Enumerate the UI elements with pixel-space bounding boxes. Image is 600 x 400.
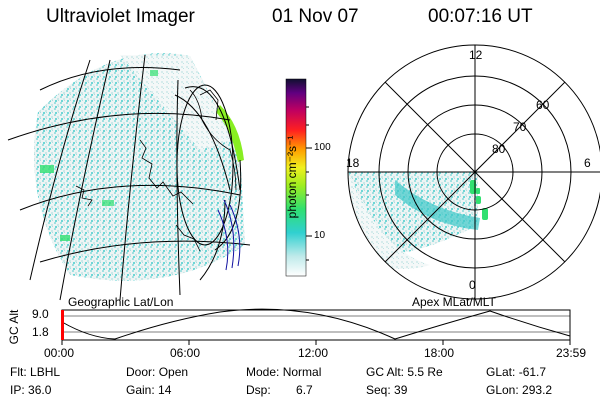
info-filter-value: LBHL bbox=[30, 365, 61, 379]
info-ip-value: 36.0 bbox=[28, 383, 52, 397]
mlt-label-12: 12 bbox=[469, 48, 483, 62]
info-seq-value: 39 bbox=[394, 383, 408, 397]
info-seq: Seq: 39 bbox=[366, 383, 407, 397]
colorbar-unit-label: photon cm⁻²s⁻¹ bbox=[285, 135, 299, 219]
info-mode-value: Normal bbox=[282, 365, 322, 379]
info-glat-value: -61.7 bbox=[518, 365, 547, 379]
colorbar-tick-100: 100 bbox=[314, 142, 331, 153]
info-glat-key: GLat: bbox=[486, 365, 516, 379]
geographic-map bbox=[7, 53, 251, 301]
polar-plot-label: Apex MLat/MLT bbox=[412, 295, 496, 309]
date-label: 01 Nov 07 bbox=[272, 6, 359, 27]
mlat-label-70: 70 bbox=[513, 120, 527, 134]
info-gc-alt: GC Alt: 5.5 Re bbox=[366, 365, 443, 379]
altitude-axis-label: GC Alt bbox=[7, 309, 21, 345]
info-dsp: Dsp: 6.7 bbox=[246, 383, 313, 397]
info-gain: Gain: 14 bbox=[126, 383, 171, 397]
info-door-value: Open bbox=[158, 365, 189, 379]
info-gain-value: 14 bbox=[158, 383, 172, 397]
info-filter-key: Flt: bbox=[10, 365, 27, 379]
instrument-title: Ultraviolet Imager bbox=[46, 6, 195, 27]
time-tick-0600: 06:00 bbox=[170, 346, 201, 360]
info-glat: GLat: -61.7 bbox=[486, 365, 546, 379]
geographic-map-label: Geographic Lat/Lon bbox=[68, 295, 174, 309]
info-dsp-value: 6.7 bbox=[296, 383, 313, 397]
info-gc-alt-key: GC Alt: bbox=[366, 365, 405, 379]
time-tick-1800: 18:00 bbox=[424, 346, 455, 360]
mlat-label-60: 60 bbox=[536, 98, 550, 112]
info-door: Door: Open bbox=[126, 365, 188, 379]
info-mode: Mode: Normal bbox=[246, 365, 321, 379]
time-tick-0000: 00:00 bbox=[44, 346, 75, 360]
time-label: 00:07:16 UT bbox=[428, 6, 533, 27]
info-glon-key: GLon: bbox=[486, 383, 519, 397]
info-door-key: Door: bbox=[126, 365, 156, 379]
info-ip: IP: 36.0 bbox=[10, 383, 51, 397]
info-seq-key: Seq: bbox=[366, 383, 391, 397]
info-gain-key: Gain: bbox=[126, 383, 155, 397]
time-tick-2359: 23:59 bbox=[556, 346, 587, 360]
altitude-tick-1-8: 1.8 bbox=[32, 325, 49, 339]
mlt-label-0: 0 bbox=[469, 278, 476, 292]
mlt-label-18: 18 bbox=[346, 156, 360, 170]
altitude-plot bbox=[61, 308, 571, 345]
colorbar-tick-10: 10 bbox=[314, 230, 326, 241]
time-tick-1200: 12:00 bbox=[298, 346, 329, 360]
info-glon: GLon: 293.2 bbox=[486, 383, 552, 397]
info-dsp-key: Dsp: bbox=[246, 383, 271, 397]
colorbar bbox=[285, 78, 312, 277]
polar-plot bbox=[347, 44, 600, 300]
time-cursor bbox=[61, 310, 64, 340]
altitude-tick-9: 9.0 bbox=[32, 307, 49, 321]
info-ip-key: IP: bbox=[10, 383, 25, 397]
info-gc-alt-value: 5.5 Re bbox=[407, 365, 443, 379]
info-mode-key: Mode: bbox=[246, 365, 280, 379]
info-glon-value: 293.2 bbox=[522, 383, 553, 397]
mlt-label-6: 6 bbox=[584, 156, 591, 170]
mlat-label-80: 80 bbox=[492, 142, 506, 156]
info-filter: Flt: LBHL bbox=[10, 365, 60, 379]
